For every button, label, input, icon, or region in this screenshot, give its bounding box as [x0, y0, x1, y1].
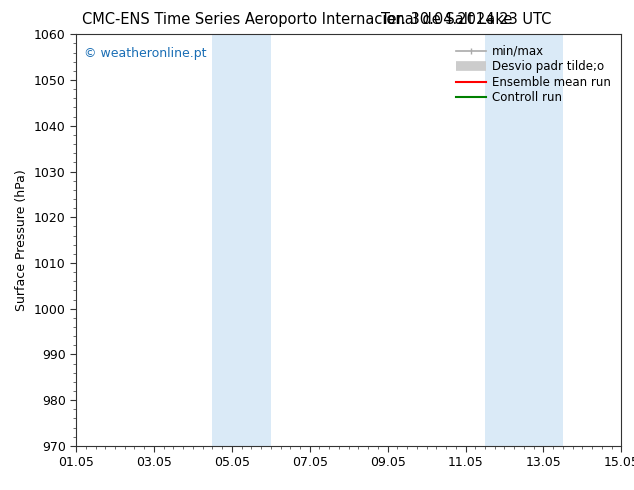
Bar [485, 34, 563, 446]
Text: CMC-ENS Time Series Aeroporto Internacional de Salt Lake: CMC-ENS Time Series Aeroporto Internacio… [82, 12, 513, 27]
Text: Ter. 30.04.2024 23 UTC: Ter. 30.04.2024 23 UTC [381, 12, 552, 27]
Text: © weatheronline.pt: © weatheronline.pt [84, 47, 207, 60]
Y-axis label: Surface Pressure (hPa): Surface Pressure (hPa) [15, 169, 29, 311]
Legend: min/max, Desvio padr tilde;o, Ensemble mean run, Controll run: min/max, Desvio padr tilde;o, Ensemble m… [451, 40, 616, 109]
Bar [212, 34, 271, 446]
